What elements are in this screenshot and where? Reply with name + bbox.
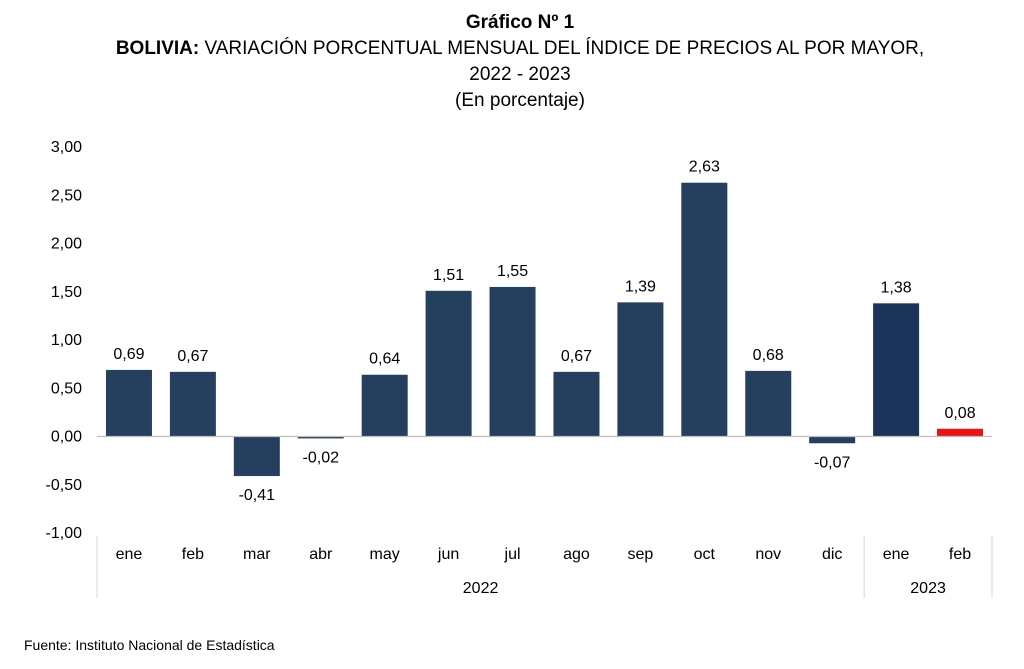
source-note: Fuente: Instituto Nacional de Estadístic… bbox=[24, 637, 275, 653]
y-tick-label: -1,00 bbox=[46, 525, 83, 542]
data-label: -0,07 bbox=[814, 454, 851, 471]
bar bbox=[745, 370, 792, 437]
x-tick-label: may bbox=[370, 546, 400, 563]
data-label: 1,38 bbox=[881, 279, 912, 296]
x-tick-label: ene bbox=[116, 546, 143, 563]
bar bbox=[425, 290, 472, 437]
bar bbox=[937, 428, 984, 437]
y-tick-label: 2,00 bbox=[51, 236, 82, 253]
x-tick-label: dic bbox=[822, 546, 842, 563]
y-tick-label: -0,50 bbox=[46, 477, 83, 494]
x-tick-label: oct bbox=[694, 546, 716, 563]
year-label: 2022 bbox=[463, 580, 499, 597]
data-label: 0,67 bbox=[561, 348, 592, 365]
x-tick-label: feb bbox=[949, 546, 971, 563]
data-label: 0,08 bbox=[944, 405, 975, 422]
chart-subtitle: BOLIVIA: VARIACIÓN PORCENTUAL MENSUAL DE… bbox=[0, 36, 1024, 62]
x-tick-label: mar bbox=[243, 546, 271, 563]
chart-period: 2022 - 2023 bbox=[469, 64, 571, 85]
bar bbox=[169, 371, 216, 437]
y-tick-label: 0,50 bbox=[51, 380, 82, 397]
chart-title: Gráfico Nº 1 bbox=[465, 12, 575, 33]
bar bbox=[361, 374, 408, 437]
chart-subtitle-country: BOLIVIA: bbox=[115, 38, 200, 59]
bar bbox=[553, 371, 600, 437]
chart-unit: (En porcentaje) bbox=[455, 90, 585, 111]
bar bbox=[105, 369, 152, 437]
bar bbox=[809, 436, 856, 444]
y-tick-label: 3,00 bbox=[51, 139, 82, 156]
x-tick-label: jul bbox=[504, 546, 521, 563]
bar bbox=[297, 436, 344, 439]
x-tick-label: ago bbox=[563, 546, 590, 563]
data-label: 1,39 bbox=[625, 278, 656, 295]
x-tick-label: abr bbox=[309, 546, 333, 563]
data-label: 0,69 bbox=[113, 346, 144, 363]
x-tick-label: nov bbox=[755, 546, 781, 563]
y-tick-label: 1,00 bbox=[51, 332, 82, 349]
bar bbox=[681, 182, 728, 437]
x-tick-label: jun bbox=[437, 546, 459, 563]
data-label: -0,02 bbox=[303, 449, 340, 466]
y-tick-label: 0,00 bbox=[51, 429, 82, 446]
y-tick-label: 2,50 bbox=[51, 187, 82, 204]
data-label: 0,67 bbox=[177, 348, 208, 365]
year-label: 2023 bbox=[910, 580, 946, 597]
x-tick-label: sep bbox=[627, 546, 653, 563]
data-label: 1,51 bbox=[433, 267, 464, 284]
x-tick-label: ene bbox=[883, 546, 910, 563]
y-tick-label: 1,50 bbox=[51, 284, 82, 301]
data-label: 1,55 bbox=[497, 263, 528, 280]
bar bbox=[233, 436, 280, 477]
data-label: 0,64 bbox=[369, 351, 400, 368]
bar bbox=[617, 302, 664, 437]
data-label: 0,68 bbox=[753, 347, 784, 364]
data-label: -0,41 bbox=[239, 487, 276, 504]
x-tick-label: feb bbox=[182, 546, 204, 563]
chart-title-block: Gráfico Nº 1 BOLIVIA: VARIACIÓN PORCENTU… bbox=[0, 10, 1024, 114]
bar bbox=[489, 286, 536, 437]
chart-subtitle-text: VARIACIÓN PORCENTUAL MENSUAL DEL ÍNDICE … bbox=[199, 38, 925, 59]
data-label: 2,63 bbox=[689, 159, 720, 176]
bar bbox=[873, 303, 920, 437]
